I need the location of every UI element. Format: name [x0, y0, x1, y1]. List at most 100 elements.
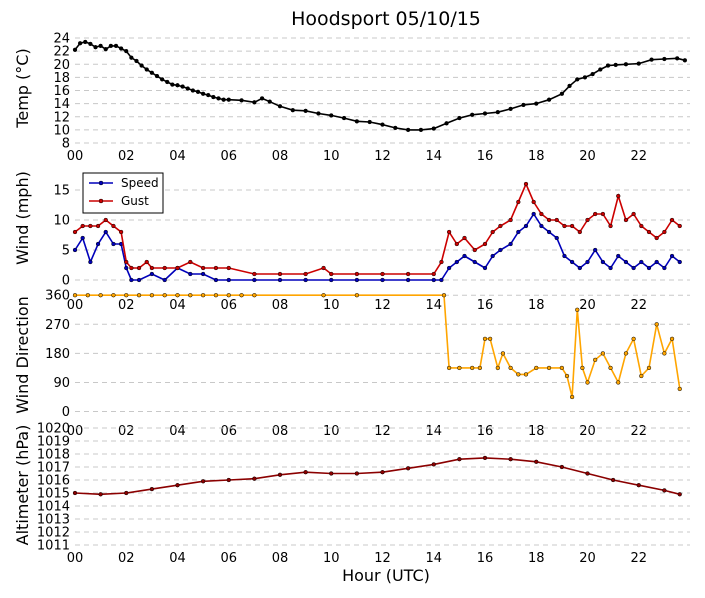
data-point — [639, 259, 644, 265]
data-point — [439, 259, 444, 265]
x-tick-label: 04 — [169, 551, 186, 566]
data-point — [103, 47, 108, 52]
data-point — [498, 223, 503, 229]
data-point — [682, 58, 688, 63]
data-point — [623, 351, 629, 356]
data-point — [546, 217, 552, 223]
data-point — [669, 217, 675, 223]
data-point — [454, 259, 459, 265]
data-point — [188, 271, 193, 277]
x-tick-label: 16 — [477, 424, 494, 439]
data-point — [646, 265, 652, 271]
data-point — [380, 271, 385, 277]
y-tick-label: 20 — [53, 58, 70, 73]
legend-speed-marker — [98, 180, 104, 186]
y-tick-label: 1013 — [37, 513, 70, 528]
x-tick-label: 06 — [220, 298, 237, 313]
data-point — [567, 83, 572, 89]
data-point — [508, 241, 513, 247]
data-point — [111, 223, 116, 229]
data-point — [457, 365, 462, 371]
y-tick-label: 360 — [45, 289, 70, 304]
data-point — [639, 223, 644, 229]
data-point — [508, 365, 513, 371]
data-point — [482, 455, 488, 461]
y-tick-label: 90 — [53, 376, 70, 391]
legend-gust-marker — [98, 198, 104, 204]
x-tick-label: 10 — [323, 149, 340, 164]
data-point — [213, 277, 219, 283]
data-point — [149, 70, 155, 75]
x-tick-label: 14 — [425, 149, 442, 164]
data-point — [88, 41, 93, 47]
y-tick-label: 1017 — [37, 461, 70, 476]
data-point — [83, 39, 88, 45]
data-point — [72, 247, 78, 253]
data-point — [149, 271, 155, 277]
y-tick-label: 270 — [45, 318, 70, 333]
data-point — [585, 471, 590, 476]
x-tick-label: 12 — [374, 551, 391, 566]
data-point — [616, 253, 621, 259]
data-point — [516, 229, 521, 235]
data-point — [662, 351, 667, 356]
data-point — [559, 365, 565, 371]
data-point — [95, 241, 101, 247]
data-point — [405, 277, 411, 283]
data-point — [170, 82, 175, 87]
data-point — [72, 293, 78, 298]
data-point — [226, 277, 231, 283]
data-point — [662, 488, 667, 493]
x-tick-label: 16 — [477, 149, 494, 164]
y-tick-label: 16 — [53, 84, 70, 99]
data-point — [613, 62, 618, 68]
data-point — [523, 181, 529, 187]
data-point — [175, 483, 180, 488]
x-tick-label: 16 — [477, 298, 494, 313]
data-point — [149, 265, 155, 271]
data-point — [639, 373, 644, 379]
data-point — [554, 217, 559, 223]
data-point — [129, 277, 134, 283]
data-point — [534, 101, 539, 106]
x-tick-label: 20 — [579, 298, 596, 313]
data-point — [303, 271, 308, 277]
chart-title: Hoodsport 05/10/15 — [291, 8, 481, 30]
data-point — [88, 259, 93, 265]
data-point — [72, 229, 78, 235]
data-point — [213, 293, 219, 298]
data-point — [662, 229, 667, 235]
data-point — [380, 277, 385, 283]
data-point — [354, 471, 360, 476]
data-point — [341, 115, 347, 121]
data-point — [175, 293, 180, 298]
data-point — [252, 476, 257, 481]
data-point — [646, 229, 652, 235]
data-point — [393, 125, 398, 131]
data-point — [252, 100, 257, 105]
data-point — [190, 88, 196, 93]
data-point — [139, 63, 144, 68]
data-point — [546, 365, 552, 371]
x-tick-label: 08 — [272, 149, 289, 164]
data-point — [608, 223, 613, 229]
x-tick-label: 18 — [528, 149, 545, 164]
data-point — [118, 46, 124, 51]
data-point — [72, 47, 78, 52]
data-point — [80, 223, 85, 229]
data-point — [454, 241, 459, 247]
y-tick-label: 0 — [62, 405, 70, 420]
x-tick-label: 08 — [272, 424, 289, 439]
y-tick-label: 180 — [45, 347, 70, 362]
x-tick-label: 06 — [220, 424, 237, 439]
data-point — [72, 490, 78, 496]
series-line — [74, 457, 680, 496]
x-tick-label: 04 — [169, 298, 186, 313]
x-tick-label: 10 — [323, 424, 340, 439]
data-point — [354, 277, 360, 283]
data-point — [590, 71, 595, 77]
data-point — [482, 241, 488, 247]
data-point — [508, 217, 513, 223]
x-tick-label: 20 — [579, 551, 596, 566]
